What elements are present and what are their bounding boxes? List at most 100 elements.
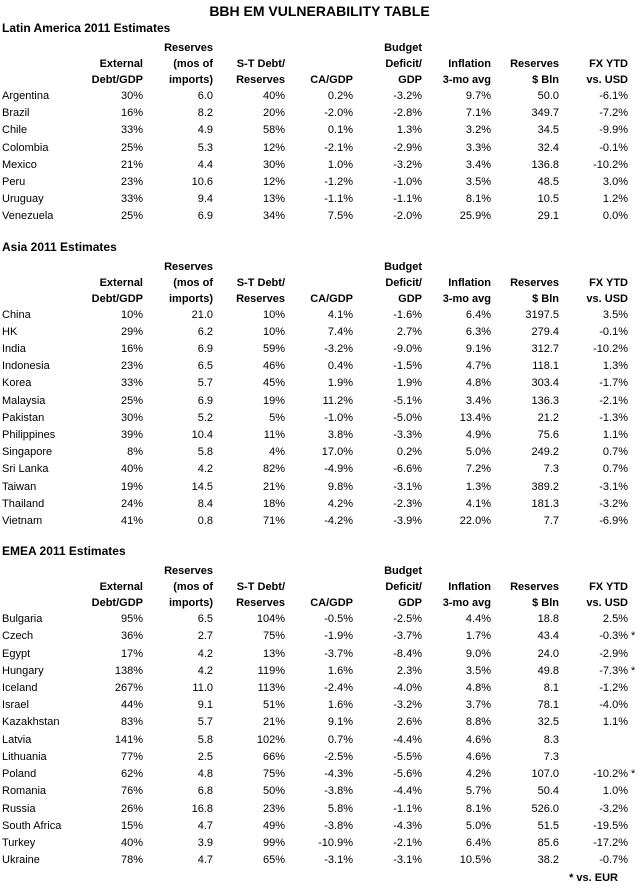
cell-external-debt-gdp: 78% [120, 854, 143, 867]
footnote-marker [628, 714, 639, 731]
footnote-marker [628, 88, 639, 105]
cell-reserves-bln: 50.0 [537, 90, 559, 102]
cell-budget-deficit-gdp: -1.1% [393, 193, 422, 206]
country-label: Taiwan [2, 480, 37, 493]
cell-reserves-bln: 7.3 [543, 463, 559, 476]
table-row-indonesia: Indonesia 23% 6.5 46% 0.4% -1.5% 4.7% 118.1 1.3% [0, 358, 639, 375]
column-header-inflation-3mo-avg: Inflation 3-mo avg [442, 276, 491, 305]
section-title-asia-2011-estimates: Asia 2011 Estimates [2, 239, 117, 254]
cell-external-debt-gdp: 30% [120, 90, 143, 102]
cell-budget-deficit-gdp: 2.6% [396, 716, 422, 729]
cell-reserves-bln: 526.0 [531, 802, 559, 815]
cell-inflation-3mo-avg: 22.0% [459, 515, 491, 528]
cell-fx-ytd-vs-usd [559, 749, 628, 766]
cell-st-debt-reserves: 10% [262, 308, 285, 321]
cell-reserves-bln: 279.4 [531, 325, 559, 338]
cell-budget-deficit-gdp: -3.9% [393, 515, 422, 528]
column-header-fx-ytd-vs-usd: FX YTD vs. USD [586, 276, 628, 305]
cell-st-debt-reserves: 4% [269, 446, 285, 459]
cell-budget-deficit-gdp: -4.3% [393, 819, 422, 832]
data-table-latin-america-2011-estimates: External Debt/GDP Reserves (mos of import… [0, 40, 639, 226]
cell-fx-ytd-vs-usd: -10.2% [593, 768, 628, 781]
cell-external-debt-gdp: 23% [120, 360, 143, 373]
cell-inflation-3mo-avg: 4.4% [465, 613, 491, 626]
cell-reserves-bln: 136.3 [531, 394, 559, 407]
cell-ca-gdp: 9.1% [327, 716, 353, 729]
cell-budget-deficit-gdp: -3.7% [393, 630, 422, 643]
column-header-reserves-mos-of-imports: Reserves (mos of imports) [164, 565, 213, 610]
cell-ca-gdp: 1.9% [327, 377, 353, 390]
cell-ca-gdp: 1.0% [327, 158, 353, 171]
footnote-marker [628, 680, 639, 697]
table-row-lithuania: Lithuania 77% 2.5 66% -2.5% -5.5% 4.6% 7.3 [0, 749, 639, 766]
cell-inflation-3mo-avg: 1.3% [465, 480, 491, 493]
column-header-footnote-marker [628, 40, 639, 88]
cell-ca-gdp: -2.5% [324, 750, 353, 763]
cell-inflation-3mo-avg: 3.4% [465, 394, 491, 407]
cell-reserves-mos-of-imports: 16.8 [191, 802, 213, 815]
country-label: Thailand [2, 497, 45, 510]
footnote-marker [628, 324, 639, 341]
column-header-external-debt-gdp: External Debt/GDP [91, 581, 143, 610]
country-label: China [2, 308, 31, 321]
table-row-vietnam: Vietnam 41% 0.8 71% -4.2% -3.9% 22.0% 7.7 -6.9% [0, 513, 639, 530]
cell-st-debt-reserves: 5% [269, 411, 285, 424]
cell-external-debt-gdp: 25% [120, 210, 143, 223]
cell-st-debt-reserves: 50% [262, 785, 285, 798]
country-label: Philippines [2, 429, 56, 442]
cell-external-debt-gdp: 40% [120, 836, 143, 849]
cell-budget-deficit-gdp: -5.5% [393, 750, 422, 763]
footnote-marker [628, 174, 639, 191]
table-row-romania: Romania 76% 6.8 50% -3.8% -4.4% 5.7% 50.4 1.0% [0, 783, 639, 800]
cell-inflation-3mo-avg: 8.8% [465, 716, 491, 729]
cell-ca-gdp: 0.2% [327, 90, 353, 102]
cell-reserves-mos-of-imports: 4.2 [197, 647, 213, 660]
cell-reserves-bln: 32.5 [537, 716, 559, 729]
header-row: External Debt/GDP Reserves (mos of import… [0, 40, 639, 88]
cell-st-debt-reserves: 49% [262, 819, 285, 832]
cell-ca-gdp: -1.2% [324, 176, 353, 189]
cell-ca-gdp: 7.5% [327, 210, 353, 223]
cell-reserves-mos-of-imports: 11.0 [192, 682, 213, 695]
cell-fx-ytd-vs-usd: 0.0% [602, 210, 628, 223]
cell-inflation-3mo-avg: 3.3% [465, 141, 491, 154]
cell-reserves-bln: 312.7 [531, 343, 559, 356]
cell-external-debt-gdp: 62% [120, 768, 143, 781]
cell-inflation-3mo-avg: 5.7% [465, 785, 491, 798]
footnote-marker [628, 732, 639, 749]
cell-inflation-3mo-avg: 8.1% [465, 193, 491, 206]
cell-fx-ytd-vs-usd: -3.1% [599, 480, 628, 493]
footnote-vs-eur: * vs. EUR [569, 872, 618, 885]
cell-inflation-3mo-avg: 5.0% [465, 446, 491, 459]
footnote-marker [628, 393, 639, 410]
cell-ca-gdp: -10.9% [318, 836, 353, 849]
country-label: Chile [2, 124, 28, 137]
cell-fx-ytd-vs-usd: -19.5% [593, 819, 628, 832]
cell-fx-ytd-vs-usd: -7.3% [599, 664, 628, 677]
country-label: Peru [2, 176, 26, 189]
footnote-marker [628, 646, 639, 663]
column-header-st-debt-reserves: S-T Debt/ Reserves [236, 58, 285, 86]
cell-external-debt-gdp: 76% [120, 785, 143, 798]
cell-ca-gdp: 11.2% [322, 394, 353, 407]
cell-external-debt-gdp: 40% [120, 463, 143, 476]
footnote-marker [628, 191, 639, 208]
table-row-philippines: Philippines 39% 10.4 11% 3.8% -3.3% 4.9% 75.6 1.… [0, 427, 639, 444]
table-row-uruguay: Uruguay 33% 9.4 13% -1.1% -1.1% 8.1% 10.5 1.2% [0, 191, 639, 208]
column-header-budget-deficit-gdp: Budget Deficit/ GDP [384, 260, 422, 305]
cell-external-debt-gdp: 39% [120, 429, 143, 442]
column-header-budget-deficit-gdp: Budget Deficit/ GDP [384, 42, 422, 86]
cell-budget-deficit-gdp: -4.4% [393, 733, 422, 746]
footnote-marker [628, 157, 639, 174]
table-row-poland: Poland 62% 4.8 75% -4.3% -5.6% 4.2% 107.0 -10.2%… [0, 766, 639, 783]
cell-reserves-mos-of-imports: 8.2 [197, 107, 213, 120]
cell-reserves-mos-of-imports: 5.7 [197, 377, 213, 390]
cell-reserves-mos-of-imports: 5.8 [197, 446, 213, 459]
cell-fx-ytd-vs-usd: -1.7% [599, 377, 628, 390]
cell-budget-deficit-gdp: -2.5% [393, 613, 422, 626]
cell-reserves-mos-of-imports: 4.9 [197, 124, 213, 137]
cell-reserves-bln: 107.0 [531, 768, 559, 781]
cell-inflation-3mo-avg: 10.5% [459, 854, 491, 867]
column-header-st-debt-reserves: S-T Debt/ Reserves [236, 581, 285, 610]
cell-st-debt-reserves: 75% [262, 630, 285, 643]
